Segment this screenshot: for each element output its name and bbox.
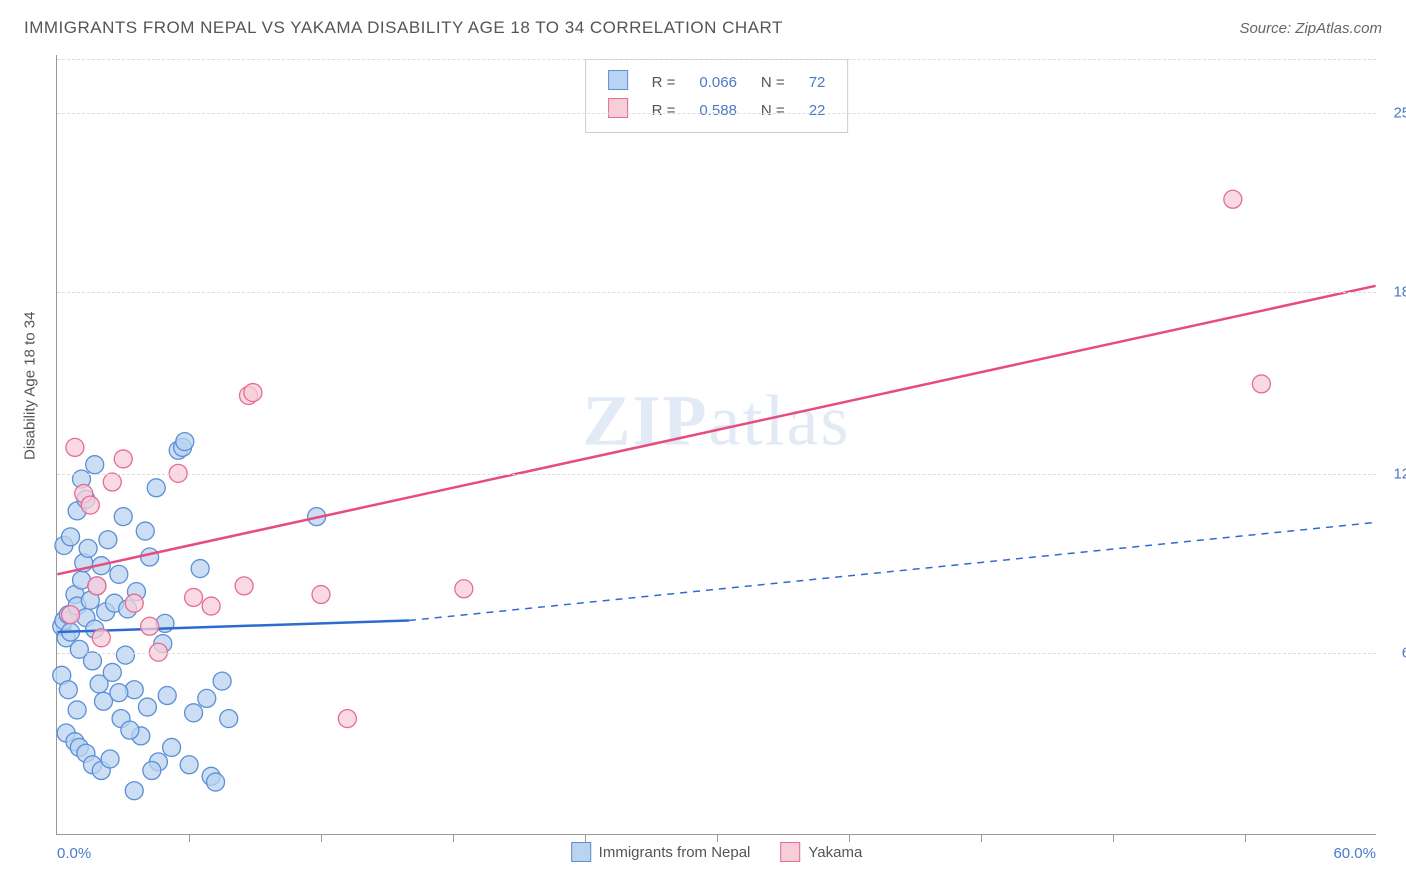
legend-item: Immigrants from Nepal — [571, 842, 751, 862]
legend-r-label: R = — [644, 74, 684, 91]
plot-area: ZIPatlas R =0.066N =72R =0.588N =22 Immi… — [56, 55, 1376, 835]
data-point — [103, 473, 121, 491]
data-point — [141, 548, 159, 566]
data-point — [125, 782, 143, 800]
data-point — [103, 663, 121, 681]
x-tick — [321, 834, 322, 842]
data-point — [185, 704, 203, 722]
data-point — [176, 433, 194, 451]
data-point — [136, 522, 154, 540]
gridline — [57, 292, 1376, 293]
data-point — [99, 531, 117, 549]
data-point — [79, 539, 97, 557]
data-point — [185, 588, 203, 606]
data-point — [198, 689, 216, 707]
data-point — [62, 528, 80, 546]
legend-n-label: N = — [753, 102, 793, 119]
x-tick — [189, 834, 190, 842]
regression-line — [57, 620, 409, 632]
data-point — [158, 687, 176, 705]
data-point — [455, 580, 473, 598]
data-point — [121, 721, 139, 739]
chart-title: IMMIGRANTS FROM NEPAL VS YAKAMA DISABILI… — [24, 18, 783, 38]
data-point — [220, 710, 238, 728]
data-point — [1224, 190, 1242, 208]
data-point — [180, 756, 198, 774]
legend-r-value: 0.066 — [691, 74, 745, 91]
legend-n-label: N = — [753, 74, 793, 91]
data-point — [213, 672, 231, 690]
x-tick — [453, 834, 454, 842]
data-point — [68, 701, 86, 719]
regression-line — [57, 286, 1375, 575]
legend-swatch — [571, 842, 591, 862]
gridline — [57, 653, 1376, 654]
data-point — [101, 750, 119, 768]
data-point — [244, 384, 262, 402]
data-point — [207, 773, 225, 791]
x-tick — [1113, 834, 1114, 842]
data-point — [110, 565, 128, 583]
data-point — [114, 508, 132, 526]
data-point — [125, 594, 143, 612]
data-point — [86, 456, 104, 474]
x-tick — [717, 834, 718, 842]
data-point — [191, 560, 209, 578]
chart-container: Disability Age 18 to 34 ZIPatlas R =0.06… — [24, 55, 1384, 865]
x-axis-max-label: 60.0% — [1333, 845, 1376, 862]
legend-swatch — [608, 70, 628, 90]
data-point — [92, 629, 110, 647]
x-tick — [849, 834, 850, 842]
data-point — [81, 496, 99, 514]
y-axis-title: Disability Age 18 to 34 — [22, 312, 39, 460]
data-point — [114, 450, 132, 468]
legend-label: Immigrants from Nepal — [599, 844, 751, 861]
legend-swatch — [780, 842, 800, 862]
x-tick — [585, 834, 586, 842]
data-point — [1252, 375, 1270, 393]
data-point — [84, 652, 102, 670]
data-point — [338, 710, 356, 728]
data-point — [163, 738, 181, 756]
x-axis-min-label: 0.0% — [57, 845, 91, 862]
regression-line-dashed — [409, 522, 1376, 620]
legend-n-value: 72 — [801, 74, 834, 91]
legend-label: Yakama — [808, 844, 862, 861]
legend-r-label: R = — [644, 102, 684, 119]
series-legend: Immigrants from Nepal Yakama — [571, 842, 863, 862]
data-point — [235, 577, 253, 595]
source-label: Source: ZipAtlas.com — [1239, 20, 1382, 37]
data-point — [147, 479, 165, 497]
data-point — [116, 646, 134, 664]
data-point — [312, 586, 330, 604]
legend-r-value: 0.588 — [691, 102, 745, 119]
data-point — [62, 606, 80, 624]
y-tick-label: 18.8% — [1381, 283, 1406, 300]
legend-item: Yakama — [780, 842, 862, 862]
x-tick — [1245, 834, 1246, 842]
data-point — [59, 681, 77, 699]
legend-row: R = 0.588 N = 22 — [600, 96, 834, 124]
y-tick-label: 6.3% — [1381, 645, 1406, 662]
gridline — [57, 474, 1376, 475]
data-point — [143, 762, 161, 780]
gridline — [57, 59, 1376, 60]
data-point — [88, 577, 106, 595]
chart-svg — [57, 55, 1376, 834]
data-point — [141, 617, 159, 635]
gridline — [57, 113, 1376, 114]
data-point — [138, 698, 156, 716]
legend-row: R = 0.066 N = 72 — [600, 68, 834, 96]
data-point — [202, 597, 220, 615]
data-point — [66, 438, 84, 456]
data-point — [110, 684, 128, 702]
y-tick-label: 25.0% — [1381, 104, 1406, 121]
y-tick-label: 12.5% — [1381, 465, 1406, 482]
legend-swatch — [608, 98, 628, 118]
x-tick — [981, 834, 982, 842]
correlation-legend: R = 0.066 N = 72 R = 0.588 N = 22 — [585, 59, 849, 133]
legend-n-value: 22 — [801, 102, 834, 119]
